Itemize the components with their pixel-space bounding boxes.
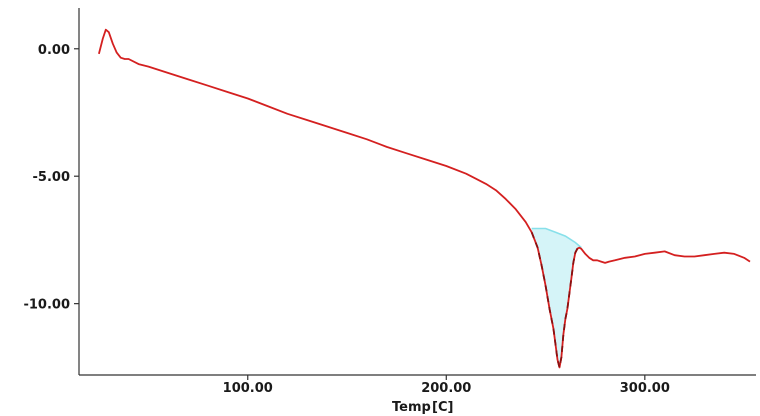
x-ticks: 100.00 200.00 300.00: [223, 375, 670, 396]
x-axis-unit: [C]: [432, 400, 453, 415]
x-tick-label: 300.00: [620, 381, 670, 396]
baseline-line: [531, 227, 582, 249]
y-ticks: 0.00 -5.00 -10.00: [23, 43, 79, 313]
signal-line: [98, 28, 751, 369]
plot-area: [98, 28, 751, 369]
peak-area: [531, 228, 582, 368]
x-tick-label: 100.00: [223, 381, 273, 396]
x-axis: 100.00 200.00 300.00 Temp [C]: [79, 374, 756, 415]
y-axis: 0.00 -5.00 -10.00: [23, 8, 80, 375]
x-tick-label: 200.00: [421, 381, 471, 396]
x-axis-label: Temp: [392, 400, 431, 415]
y-tick-label: 0.00: [38, 43, 70, 58]
y-tick-label: -5.00: [33, 170, 70, 185]
peak-dash-line: [530, 231, 582, 368]
y-tick-label: -10.00: [23, 298, 70, 313]
